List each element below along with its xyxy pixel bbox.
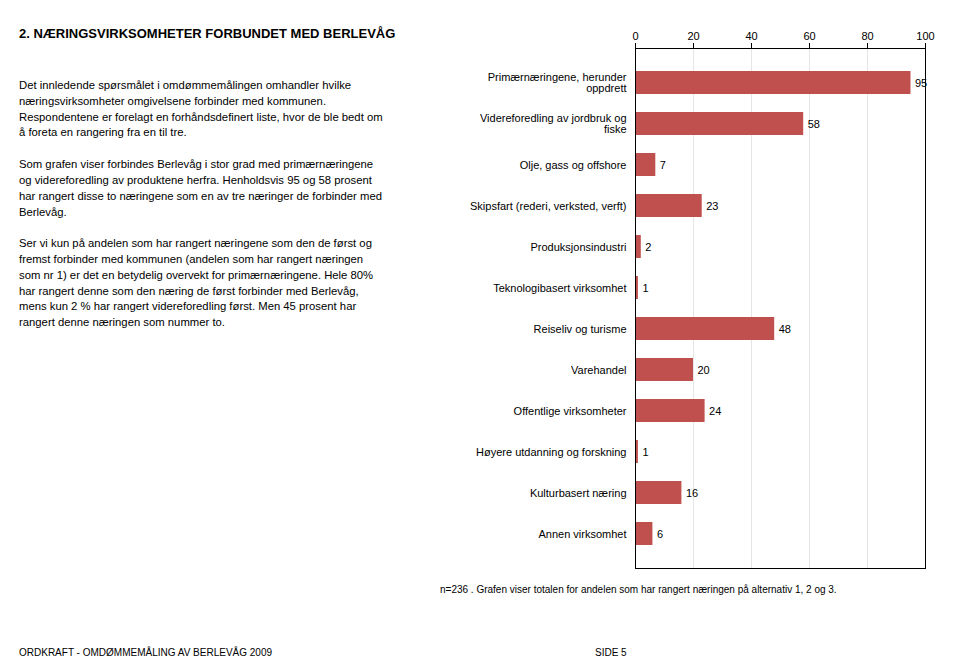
svg-text:7: 7 <box>660 159 666 171</box>
svg-text:60: 60 <box>803 30 815 42</box>
svg-text:6: 6 <box>657 528 663 540</box>
html-text:Det innledende spørsmålet i om: Det innledende spørsmålet i omdømmemålin… <box>19 79 383 329</box>
svg-text:80: 80 <box>861 30 873 42</box>
html-text:SIDE 5: SIDE 5 <box>595 647 627 658</box>
svg-text:48: 48 <box>779 323 791 335</box>
svg-text:20: 20 <box>698 364 710 376</box>
svg-text:23: 23 <box>706 200 718 212</box>
svg-text:Annen virksomhet: Annen virksomhet <box>538 528 626 540</box>
html-text:ORDKRAFT - OMDØMMEMÅLING AV BE: ORDKRAFT - OMDØMMEMÅLING AV BERLEVÅG 200… <box>19 647 272 658</box>
svg-text:Offentlige virksomheter: Offentlige virksomheter <box>514 405 627 417</box>
svg-text:95: 95 <box>915 76 928 89</box>
html-text:2. NÆRINGSVIRKSOMHETER FORBUND: 2. NÆRINGSVIRKSOMHETER FORBUNDET MED BER… <box>19 26 396 41</box>
svg-text:40: 40 <box>745 30 757 42</box>
svg-text:2: 2 <box>645 241 651 253</box>
svg-text:Primærnæringene, herunderoppdr: Primærnæringene, herunderoppdrett <box>488 71 627 94</box>
svg-text:0: 0 <box>632 30 638 42</box>
svg-text:Teknologibasert virksomhet: Teknologibasert virksomhet <box>493 282 626 294</box>
svg-text:Reiseliv og turisme: Reiseliv og turisme <box>534 323 627 335</box>
html-text:n=236 . Grafen viser totalen f: n=236 . Grafen viser totalen for andelen… <box>440 584 837 595</box>
svg-text:20: 20 <box>687 30 699 42</box>
svg-text:Skipsfart (rederi, verksted, v: Skipsfart (rederi, verksted, verft) <box>470 200 627 212</box>
svg-text:Høyere utdanning og forskning: Høyere utdanning og forskning <box>476 446 626 458</box>
svg-text:58: 58 <box>808 118 820 130</box>
svg-text:Varehandel: Varehandel <box>571 364 626 376</box>
svg-text:100: 100 <box>916 30 934 42</box>
svg-text:Kulturbasert næring: Kulturbasert næring <box>530 487 627 499</box>
svg-text:Produksjonsindustri: Produksjonsindustri <box>531 241 627 253</box>
svg-text:24: 24 <box>709 405 721 417</box>
svg-text:16: 16 <box>686 487 698 499</box>
svg-text:1: 1 <box>642 446 648 458</box>
svg-text:1: 1 <box>642 282 648 294</box>
svg-text:Videreforedling av jordbruk og: Videreforedling av jordbruk ogfiske <box>480 112 627 135</box>
svg-text:Olje, gass og offshore: Olje, gass og offshore <box>520 159 627 171</box>
